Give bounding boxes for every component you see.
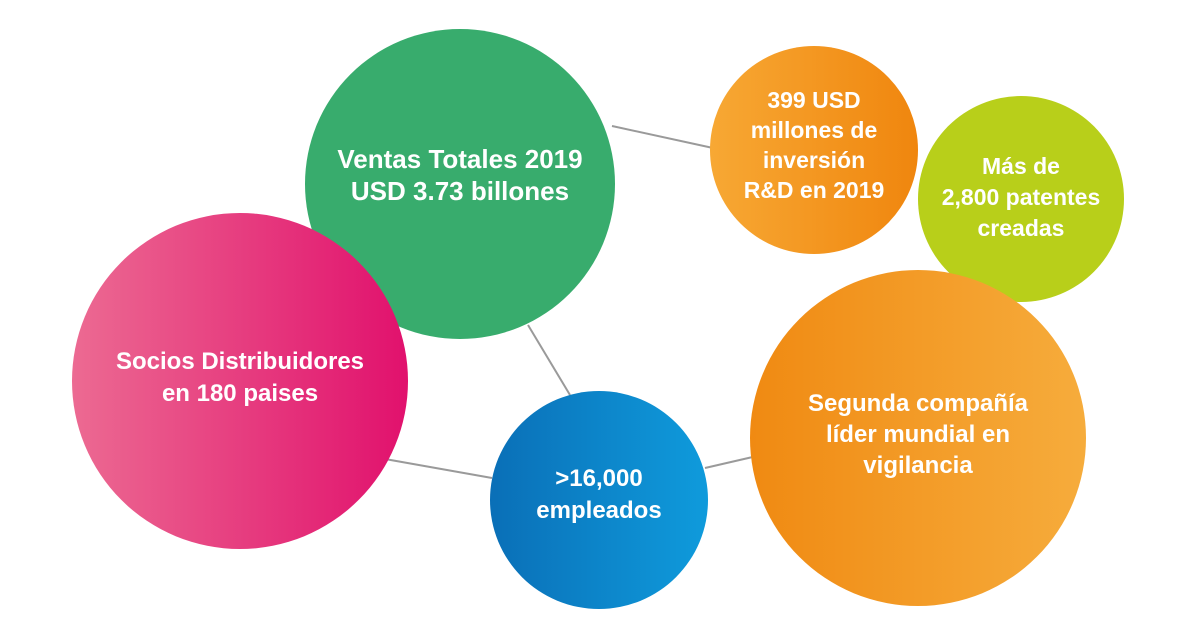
connector-employees-surveillance bbox=[704, 455, 758, 469]
distribution-partners-text: Socios Distribuidores en 180 paises bbox=[115, 348, 365, 407]
surveillance-leader-bubble: Segunda compañía líder mundial en vigila… bbox=[750, 270, 1086, 606]
employees-text: >16,000 empleados bbox=[536, 465, 662, 524]
patents-bubble: Más de 2,800 patentes creadas bbox=[918, 96, 1124, 302]
connector-partners-employees bbox=[384, 458, 493, 479]
distribution-partners-bubble: Socios Distribuidores en 180 paises bbox=[72, 213, 408, 549]
rnd-investment-text: 399 USD millones de inversión R&D en 201… bbox=[743, 87, 885, 203]
total-sales-bubble: Ventas Totales 2019 USD 3.73 billones bbox=[305, 29, 615, 339]
total-sales-text: Ventas Totales 2019 USD 3.73 billones bbox=[337, 144, 583, 206]
patents-text: Más de 2,800 patentes creadas bbox=[941, 152, 1101, 241]
rnd-investment-bubble: 399 USD millones de inversión R&D en 201… bbox=[710, 46, 918, 254]
surveillance-leader-text: Segunda compañía líder mundial en vigila… bbox=[807, 389, 1029, 479]
employees-bubble: >16,000 empleados bbox=[490, 391, 708, 609]
connector-sales-rnd bbox=[611, 125, 714, 149]
connector-sales-employees bbox=[527, 324, 571, 396]
